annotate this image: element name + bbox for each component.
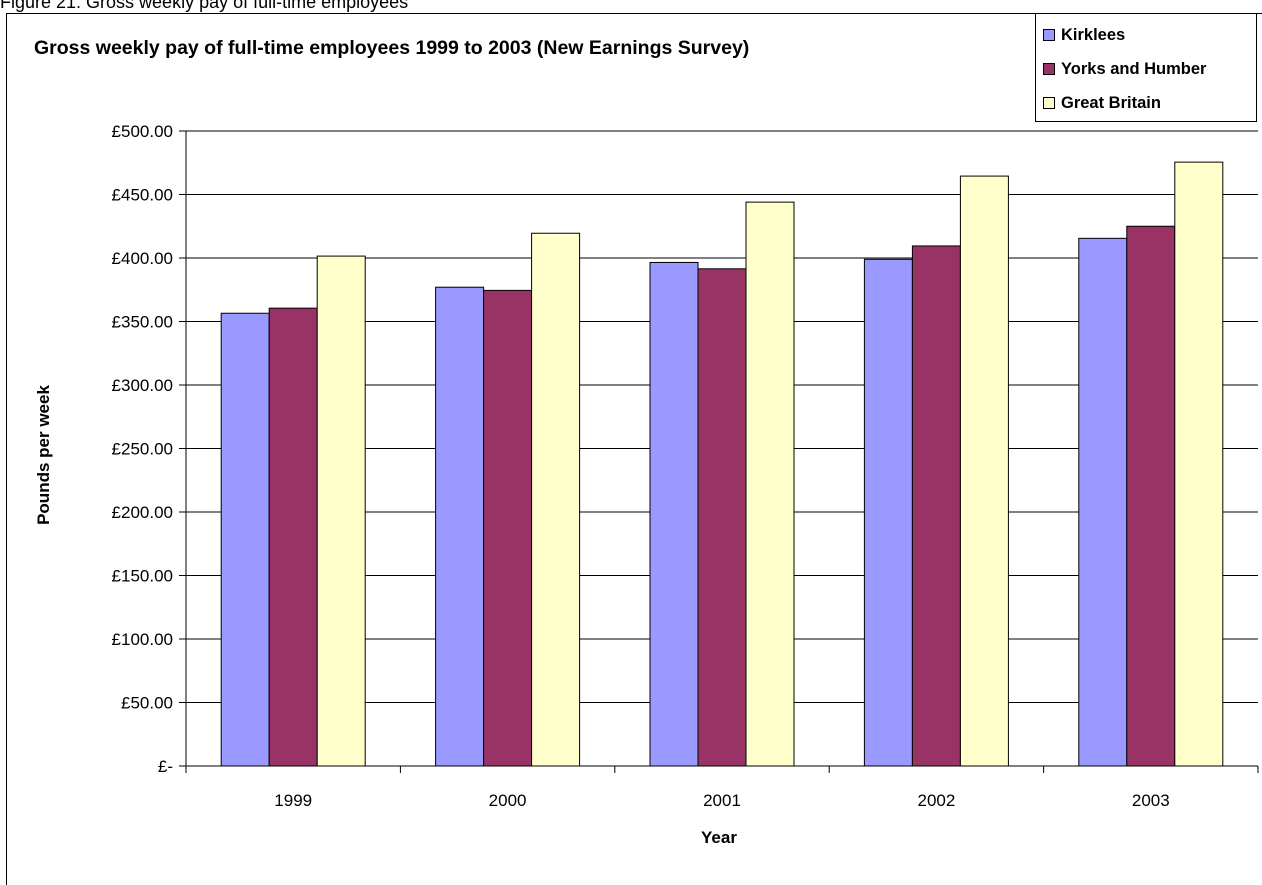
chart-title: Gross weekly pay of full-time employees … — [34, 37, 750, 59]
bar — [316, 255, 366, 767]
bar — [697, 268, 747, 767]
y-axis-label: Pounds per week — [34, 385, 53, 525]
legend-label-yorks-and-humber: Yorks and Humber — [1061, 59, 1207, 78]
y-tick-label: £100.00 — [112, 630, 173, 649]
legend-swatch-yorks-and-humber — [1043, 63, 1055, 75]
x-axis-label: Year — [701, 828, 737, 847]
bar — [483, 289, 533, 767]
legend-item-kirklees: Kirklees — [1043, 23, 1125, 47]
legend-label-great-britain: Great Britain — [1061, 93, 1161, 112]
legend-item-great-britain: Great Britain — [1043, 91, 1161, 115]
legend-swatch-kirklees — [1043, 29, 1055, 41]
x-tick-label: 2002 — [917, 791, 955, 810]
y-tick-label: £300.00 — [112, 376, 173, 395]
x-tick-label: 2000 — [489, 791, 527, 810]
legend-label-kirklees: Kirklees — [1061, 25, 1126, 44]
bar — [268, 307, 318, 767]
bar — [531, 232, 581, 767]
bar — [649, 261, 699, 767]
legend: Kirklees Yorks and Humber Great Britain — [1035, 13, 1257, 122]
bar — [745, 201, 795, 767]
bar — [911, 245, 961, 767]
bar — [220, 312, 270, 767]
legend-swatch-great-britain — [1043, 97, 1055, 109]
y-tick-label: £250.00 — [112, 440, 173, 459]
bar — [959, 175, 1009, 767]
bar — [1126, 225, 1176, 767]
chart-frame — [6, 13, 1262, 885]
x-tick-label: 1999 — [274, 791, 312, 810]
x-tick-label: 2001 — [703, 791, 741, 810]
y-tick-label: £- — [158, 757, 173, 776]
x-tick-label: 2003 — [1132, 791, 1170, 810]
y-tick-label: £200.00 — [112, 503, 173, 522]
bar — [863, 258, 913, 767]
bar — [1078, 237, 1128, 767]
y-tick-label: £450.00 — [112, 186, 173, 205]
y-tick-label: £50.00 — [121, 694, 173, 713]
bar — [435, 286, 485, 767]
figure-caption: Figure 21: Gross weekly pay of full-time… — [0, 0, 409, 12]
y-tick-label: £500.00 — [112, 122, 173, 141]
legend-item-yorks-and-humber: Yorks and Humber — [1043, 57, 1206, 81]
y-tick-label: £400.00 — [112, 249, 173, 268]
bar — [1174, 161, 1224, 767]
y-tick-label: £350.00 — [112, 313, 173, 332]
y-tick-label: £150.00 — [112, 567, 173, 586]
